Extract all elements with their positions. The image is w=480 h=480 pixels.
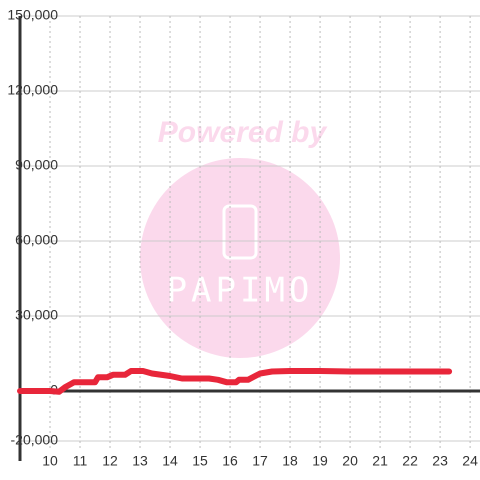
x-tick-label: 23 bbox=[432, 453, 448, 469]
y-tick-label: 90,000 bbox=[15, 157, 58, 173]
x-tick-label: 14 bbox=[162, 453, 178, 469]
y-tick-label: 60,000 bbox=[15, 232, 58, 248]
y-tick-label: 30,000 bbox=[15, 307, 58, 323]
x-tick-label: 22 bbox=[402, 453, 418, 469]
x-tick-label: 13 bbox=[132, 453, 148, 469]
x-tick-label: 10 bbox=[42, 453, 58, 469]
x-tick-label: 21 bbox=[372, 453, 388, 469]
x-tick-label: 19 bbox=[312, 453, 328, 469]
data-line bbox=[17, 368, 453, 395]
watermark-logo: PAPIMO bbox=[167, 271, 314, 311]
x-tick-label: 12 bbox=[102, 453, 118, 469]
x-tick-label: 17 bbox=[252, 453, 268, 469]
y-tick-label: 150,000 bbox=[7, 7, 58, 23]
x-tick-label: 16 bbox=[222, 453, 238, 469]
y-tick-label: 120,000 bbox=[7, 82, 58, 98]
watermark-text: Powered by bbox=[158, 116, 328, 149]
x-tick-label: 18 bbox=[282, 453, 298, 469]
x-tick-label: 20 bbox=[342, 453, 358, 469]
y-tick-label: -20,000 bbox=[11, 432, 59, 448]
x-tick-label: 11 bbox=[73, 453, 88, 469]
x-tick-label: 15 bbox=[192, 453, 208, 469]
x-tick-label: 24 bbox=[462, 453, 478, 469]
watermark-phone bbox=[222, 204, 258, 260]
